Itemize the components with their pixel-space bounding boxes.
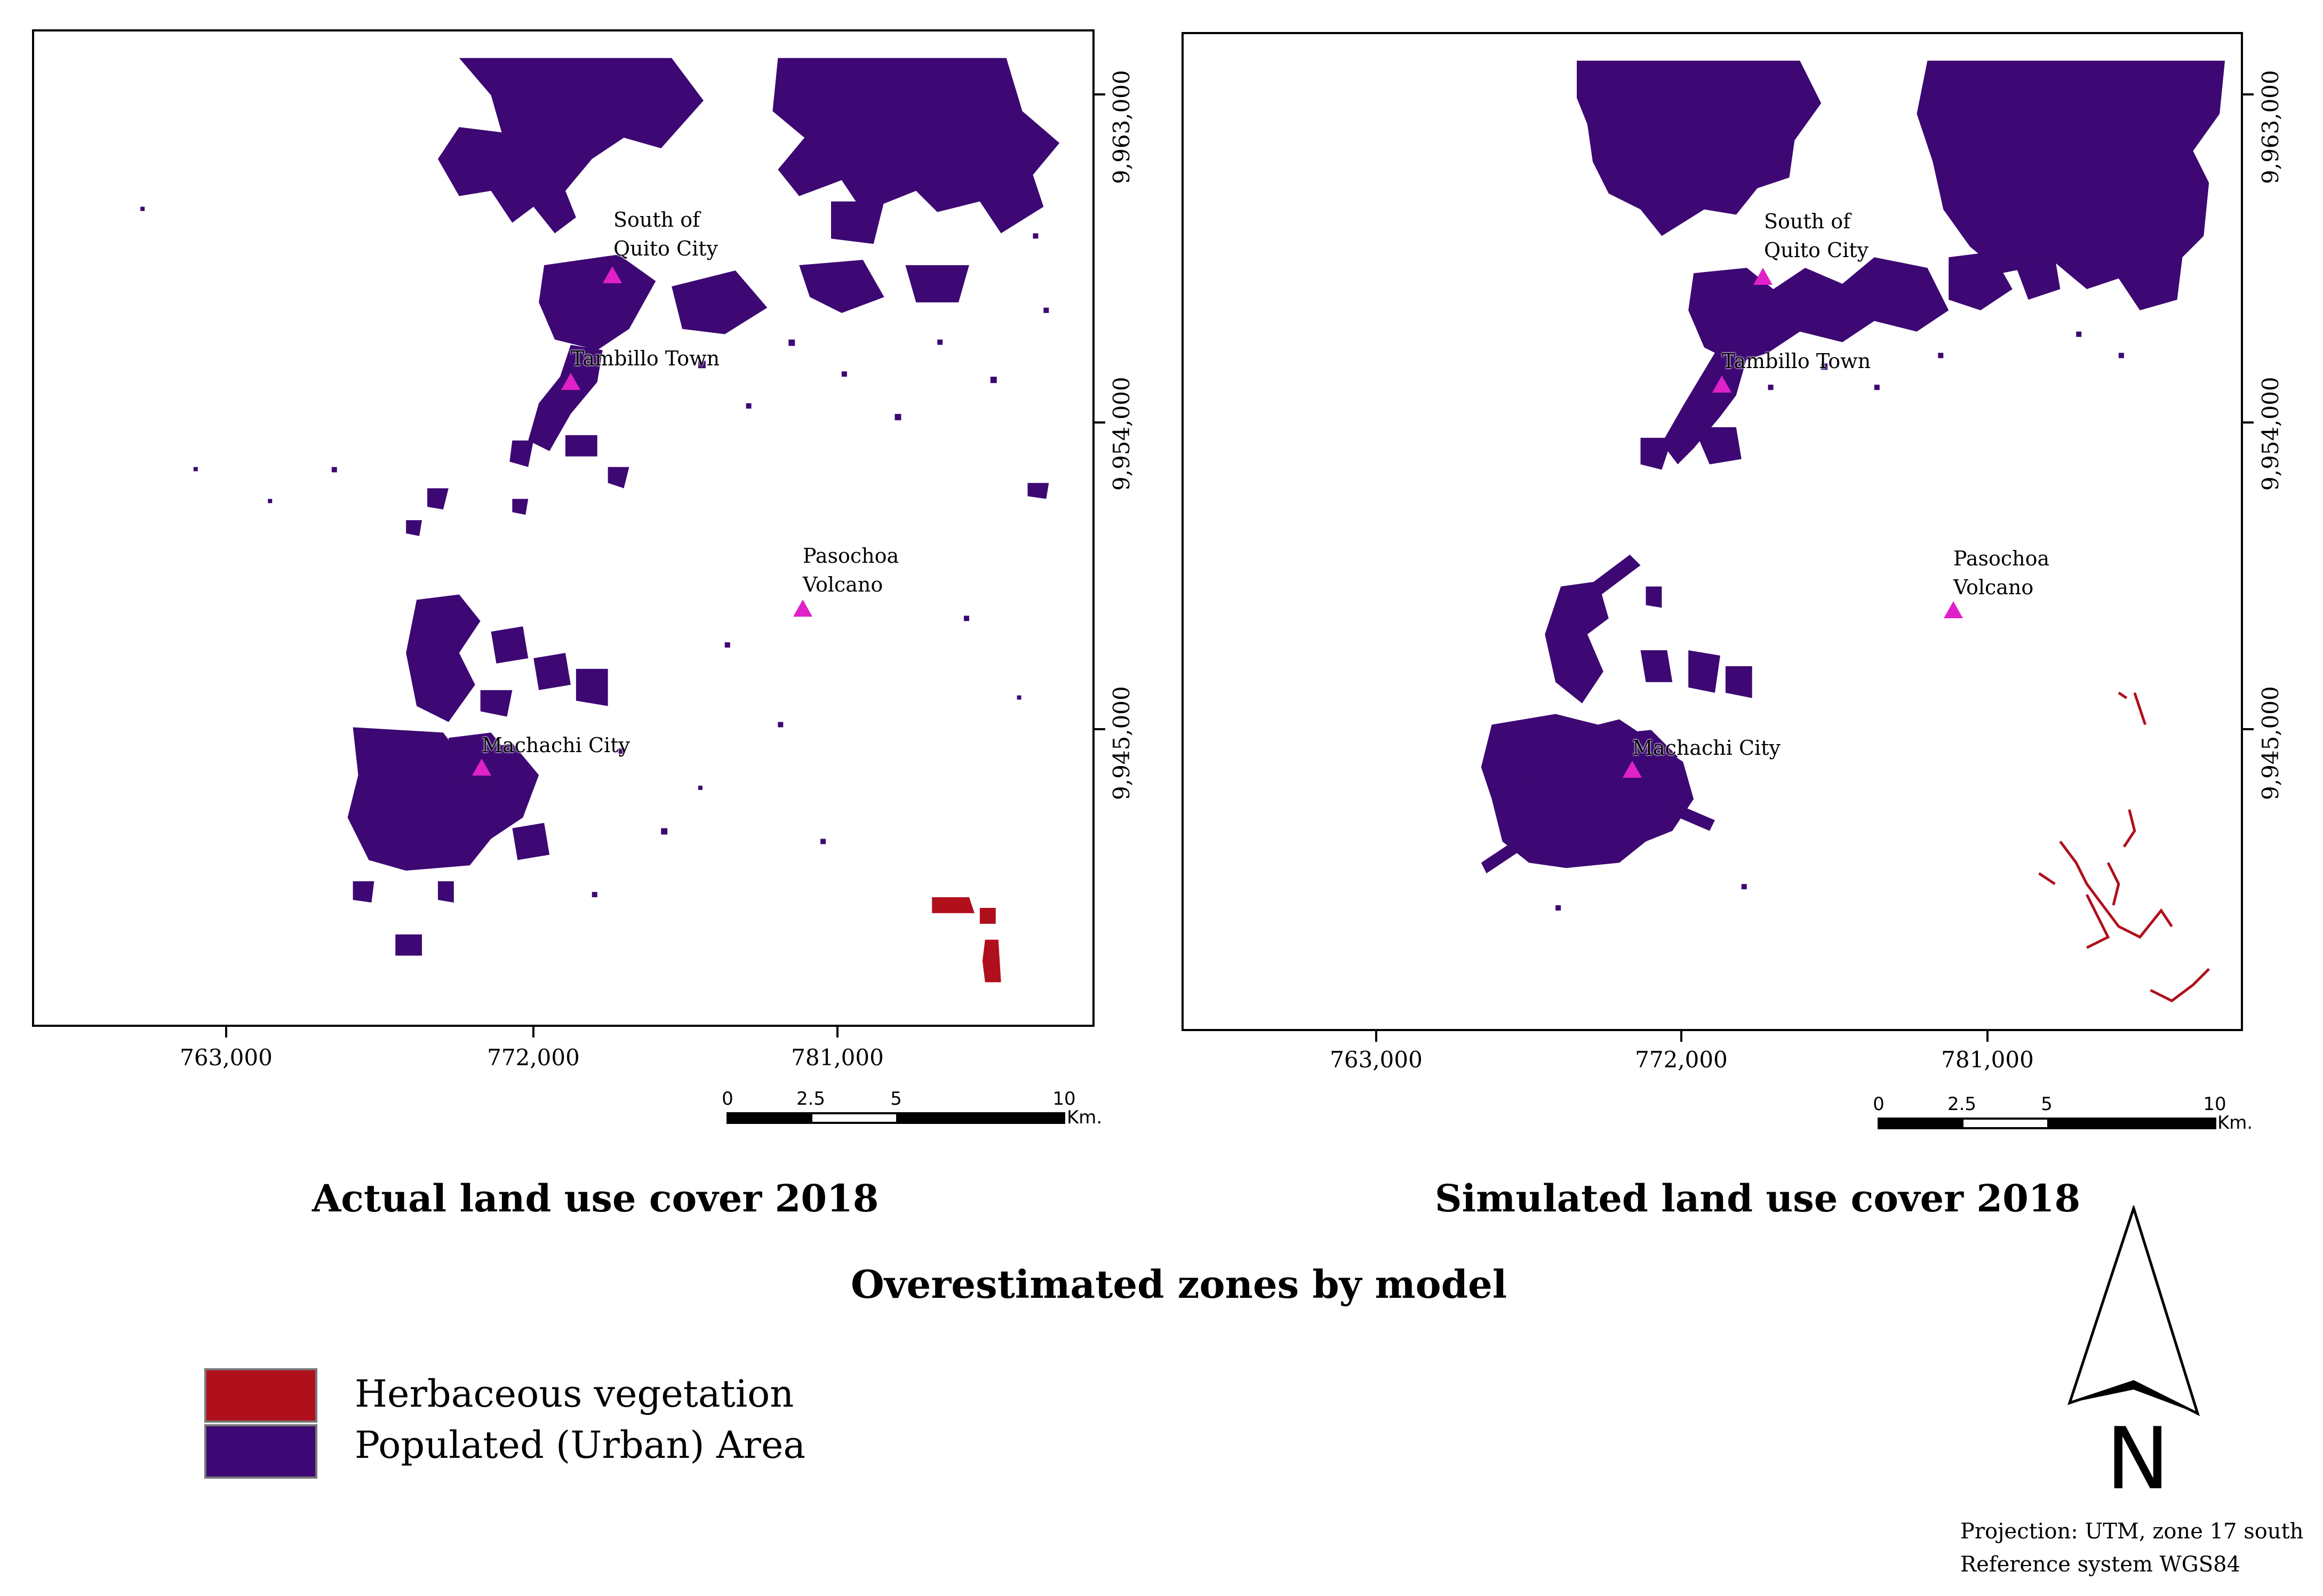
figure-title: Overestimated zones by model bbox=[851, 1262, 1507, 1307]
legend-label-herbaceous: Herbaceous vegetation bbox=[355, 1372, 794, 1416]
actual-map-canvas bbox=[140, 58, 1060, 983]
x-tick-label: 772,000 bbox=[1635, 1047, 1728, 1073]
scale-label: 10 bbox=[2203, 1094, 2226, 1115]
urban-corridor bbox=[528, 345, 603, 451]
y-tick-mark bbox=[1095, 421, 1105, 424]
scale-bar bbox=[727, 1112, 1065, 1124]
x-tick-mark bbox=[1680, 1031, 1682, 1042]
urban-area-north bbox=[1577, 60, 1822, 236]
y-tick-label: 9,945,000 bbox=[2257, 686, 2284, 800]
x-tick-mark bbox=[532, 1027, 534, 1038]
herbaceous-area bbox=[932, 897, 975, 913]
place-marker bbox=[1944, 601, 1963, 618]
scale-label: 5 bbox=[890, 1088, 902, 1110]
place-marker bbox=[1712, 376, 1731, 393]
place-marker bbox=[1753, 268, 1773, 285]
legend-swatch-herbaceous bbox=[204, 1368, 317, 1423]
scale-label: 2.5 bbox=[796, 1088, 826, 1110]
place-marker bbox=[793, 600, 812, 617]
scale-label: 0 bbox=[722, 1088, 733, 1110]
scale-label: 5 bbox=[2041, 1094, 2053, 1115]
reference-system-note: Reference system WGS84 bbox=[1960, 1552, 2241, 1577]
scale-label: 10 bbox=[1052, 1088, 1076, 1110]
y-tick-label: 9,963,000 bbox=[2257, 70, 2284, 184]
y-tick-mark bbox=[2243, 728, 2254, 730]
place-label-pasochoa: Pasochoa Volcano bbox=[1953, 547, 2050, 599]
urban-area-quito bbox=[539, 254, 656, 350]
legend-label-urban: Populated (Urban) Area bbox=[355, 1423, 806, 1467]
simulated-map-canvas bbox=[1481, 60, 2225, 1003]
scale-bar bbox=[1878, 1118, 2216, 1129]
y-tick-label: 9,963,000 bbox=[1108, 70, 1135, 184]
x-tick-mark bbox=[225, 1027, 227, 1038]
simulated-map-frame bbox=[1182, 32, 2243, 1031]
scale-label: 0 bbox=[1873, 1094, 1885, 1115]
north-letter: N bbox=[2106, 1409, 2170, 1509]
place-label-pasochoa: Pasochoa Volcano bbox=[803, 544, 899, 596]
y-tick-mark bbox=[1095, 728, 1105, 730]
x-tick-label: 772,000 bbox=[487, 1044, 580, 1071]
actual-map-frame bbox=[32, 29, 1095, 1027]
y-tick-mark bbox=[2243, 421, 2254, 424]
x-tick-label: 781,000 bbox=[791, 1044, 884, 1071]
projection-note: Projection: UTM, zone 17 south bbox=[1960, 1519, 2304, 1544]
north-arrow-icon bbox=[2067, 1206, 2200, 1416]
y-tick-mark bbox=[1095, 93, 1105, 95]
x-tick-mark bbox=[1986, 1031, 1989, 1042]
scale-unit: Km. bbox=[2217, 1112, 2253, 1134]
x-tick-mark bbox=[1375, 1031, 1377, 1042]
actual-map-title: Actual land use cover 2018 bbox=[312, 1176, 879, 1220]
place-label-quito: South of Quito City bbox=[613, 208, 718, 260]
y-tick-mark bbox=[2243, 93, 2254, 95]
place-marker bbox=[472, 759, 491, 776]
y-tick-label: 9,954,000 bbox=[2257, 377, 2284, 491]
urban-area-north bbox=[437, 58, 704, 234]
scale-unit: Km. bbox=[1067, 1107, 1103, 1128]
urban-area-northeast bbox=[772, 58, 1060, 234]
place-label-machachi: Machachi City bbox=[482, 733, 630, 757]
legend-swatch-urban bbox=[204, 1424, 317, 1479]
y-tick-label: 9,954,000 bbox=[1108, 377, 1135, 491]
place-label-tambillo: Tambillo Town bbox=[571, 347, 720, 370]
urban-area-northeast bbox=[1917, 60, 2225, 310]
y-tick-label: 9,945,000 bbox=[1108, 686, 1135, 800]
place-label-tambillo: Tambillo Town bbox=[1722, 349, 1871, 373]
place-label-quito: South of Quito City bbox=[1764, 210, 1869, 262]
scale-label: 2.5 bbox=[1947, 1094, 1977, 1115]
x-tick-label: 763,000 bbox=[1330, 1047, 1423, 1073]
x-tick-mark bbox=[836, 1027, 839, 1038]
urban-area-machachi bbox=[406, 594, 481, 722]
place-marker bbox=[1623, 761, 1642, 778]
x-tick-label: 781,000 bbox=[1941, 1047, 2034, 1073]
simulated-map-title: Simulated land use cover 2018 bbox=[1435, 1176, 2081, 1220]
place-marker bbox=[603, 266, 622, 283]
herbaceous-area bbox=[2118, 691, 2147, 725]
x-tick-label: 763,000 bbox=[180, 1044, 273, 1071]
place-label-machachi: Machachi City bbox=[1632, 736, 1781, 760]
urban-area-machachi bbox=[1545, 581, 1609, 704]
place-marker bbox=[561, 373, 580, 390]
